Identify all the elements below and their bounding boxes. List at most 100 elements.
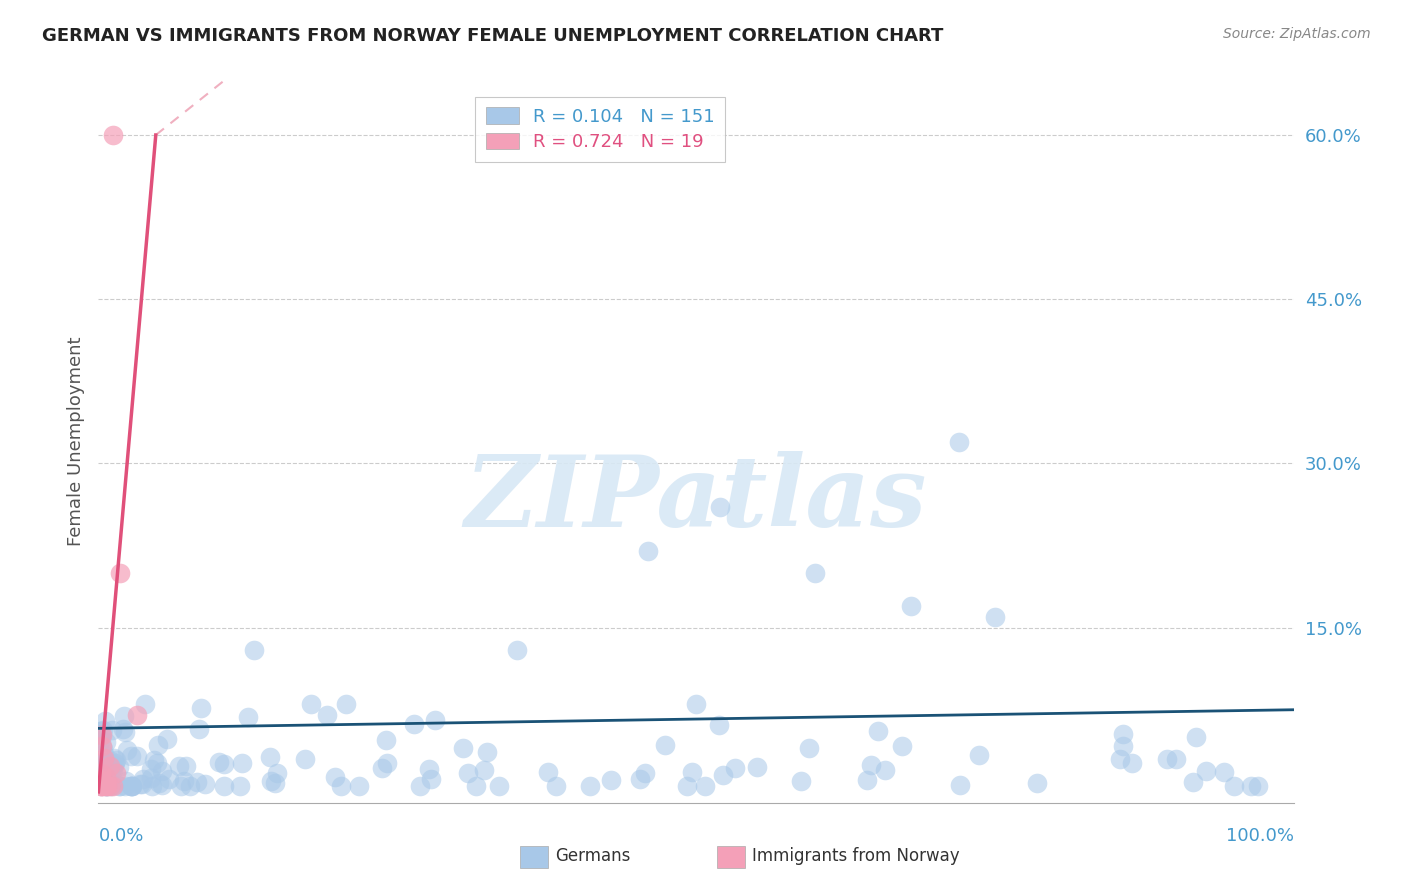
Point (349, 780, 371, 794)
Point (370, 761, 392, 775)
Point (1025, 775, 1047, 789)
Point (134, 698, 156, 712)
Point (94, 770, 117, 784)
Point (685, 698, 707, 712)
Point (100, 763, 122, 777)
Point (637, 544, 659, 558)
Point (100, 778, 122, 792)
Point (159, 772, 181, 786)
Point (984, 609, 1007, 624)
Point (681, 764, 703, 779)
Point (96, 780, 118, 794)
Point (93, 765, 115, 780)
Point (91, 723, 114, 737)
Point (107, 760, 129, 774)
Point (90, 774, 112, 789)
Point (91, 739, 114, 754)
Point (693, 780, 716, 794)
Point (120, 749, 142, 764)
Point (1239, 780, 1261, 794)
Point (544, 780, 567, 794)
Point (93, 751, 115, 765)
Point (112, 709, 135, 723)
Point (98, 756, 121, 770)
Point (120, 780, 142, 794)
Point (141, 771, 163, 785)
Point (1195, 764, 1218, 778)
Point (451, 741, 474, 756)
Point (1156, 752, 1178, 766)
Point (173, 773, 195, 788)
Point (110, 780, 132, 794)
Point (375, 732, 398, 747)
Point (91, 780, 114, 794)
Point (402, 717, 425, 731)
Point (266, 766, 288, 780)
Point (418, 762, 440, 776)
Point (101, 723, 124, 737)
Point (98, 773, 121, 788)
Point (301, 698, 323, 712)
Point (316, 707, 339, 722)
Point (329, 780, 352, 794)
Point (115, 743, 138, 757)
Point (93, 747, 115, 762)
Point (890, 739, 912, 754)
Point (423, 713, 446, 727)
Point (108, 566, 131, 580)
Point (208, 756, 231, 770)
Point (145, 756, 167, 771)
Point (186, 775, 208, 789)
Point (948, 434, 970, 449)
Point (488, 780, 510, 794)
Point (231, 756, 253, 770)
Point (91, 764, 114, 779)
Point (860, 758, 883, 772)
Point (96, 780, 118, 794)
Text: Source: ZipAtlas.com: Source: ZipAtlas.com (1223, 27, 1371, 41)
Point (108, 780, 131, 794)
Point (156, 732, 179, 747)
Point (194, 777, 217, 791)
Point (375, 756, 398, 771)
Point (263, 776, 285, 790)
Point (259, 749, 281, 764)
Point (94, 780, 117, 794)
Point (745, 760, 768, 774)
Point (90, 780, 112, 794)
Point (94, 774, 117, 789)
Point (90, 728, 112, 742)
Legend: R = 0.104   N = 151, R = 0.724   N = 19: R = 0.104 N = 151, R = 0.724 N = 19 (475, 96, 725, 162)
Point (103, 757, 125, 772)
Point (101, 128, 124, 142)
Point (142, 753, 165, 767)
Point (174, 758, 197, 772)
Point (131, 777, 153, 791)
Point (90, 773, 112, 788)
Point (675, 780, 697, 794)
Point (1164, 752, 1187, 766)
Text: Immigrants from Norway: Immigrants from Norway (752, 847, 960, 865)
Point (114, 780, 136, 794)
Text: Germans: Germans (555, 847, 631, 865)
Point (260, 774, 283, 789)
Point (537, 765, 560, 780)
Point (1223, 780, 1246, 794)
Point (131, 772, 153, 787)
Point (465, 780, 488, 794)
Point (94, 756, 117, 771)
Point (141, 780, 163, 794)
Text: ZIPatlas: ZIPatlas (465, 451, 927, 548)
Point (472, 763, 495, 777)
Point (98, 777, 121, 791)
Point (90, 772, 112, 787)
Point (709, 718, 731, 732)
Text: 100.0%: 100.0% (1226, 827, 1294, 845)
Point (1112, 739, 1135, 754)
Point (420, 772, 443, 787)
Point (100, 779, 122, 793)
Point (634, 765, 657, 780)
Point (1108, 752, 1130, 766)
Point (654, 738, 676, 752)
Point (1212, 764, 1234, 779)
